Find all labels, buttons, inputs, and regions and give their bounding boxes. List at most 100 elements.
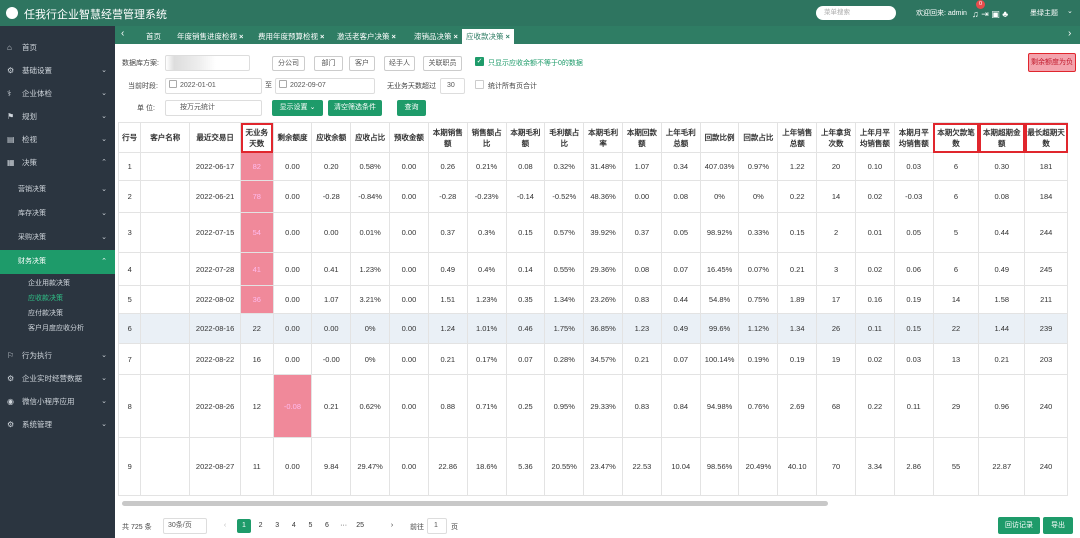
table-row[interactable]: 2 2022-06-21 78 0.00 -0.28 -0.84% 0.00 -0.28 -0.…	[118, 180, 1068, 213]
table-row[interactable]: 4 2022-07-28 41 0.00 0.41 1.23% 0.00 0.49 0.4% 0.…	[118, 252, 1068, 286]
negative-button[interactable]: 剩余额度为负	[1028, 53, 1076, 72]
column-header: 本期回款额	[622, 122, 662, 153]
query-button[interactable]: 查询	[397, 100, 426, 116]
submenu-item[interactable]: 财务决策 ⌃	[0, 250, 115, 274]
table-cell: -0.28	[311, 180, 352, 213]
table-row[interactable]: 1 2022-06-17 82 0.00 0.20 0.58% 0.00 0.26 0.21% 0…	[118, 152, 1068, 181]
tab-next[interactable]: ›	[1068, 28, 1072, 39]
page-number[interactable]: 4	[291, 522, 296, 529]
menu-item[interactable]: ◉ 微信小程序应用 ⌄	[0, 390, 115, 413]
table-cell: 0.06	[893, 252, 934, 286]
table-row[interactable]: 8 2022-08-26 12 -0.08 0.21 0.62% 0.00 0.88 0.71%…	[118, 374, 1068, 438]
column-header: 最长超期天数	[1024, 122, 1068, 153]
display-button[interactable]: 显示设置 ⌄	[272, 100, 323, 116]
page-number[interactable]: 5	[308, 522, 313, 529]
table-cell: 2022-07-15	[189, 212, 242, 253]
theme-switch[interactable]: 墨绿主题	[1030, 10, 1058, 17]
tab[interactable]: 首页	[142, 29, 165, 44]
date-from[interactable]: 2022-01-01	[165, 78, 262, 94]
submenu-leaf[interactable]: 应付款决策	[0, 306, 115, 321]
table-cell: 0.21	[622, 343, 662, 375]
tab-label: 应收款决策	[466, 32, 504, 41]
page-number[interactable]: 6	[325, 522, 329, 529]
table-cell: 184	[1024, 180, 1068, 213]
tab[interactable]: 激活老客户决策 ×	[333, 29, 400, 44]
table-cell: -0.14	[505, 180, 546, 213]
page-number[interactable]: 3	[275, 522, 280, 529]
page-number[interactable]: ···	[340, 522, 348, 529]
table-cell: 0.00	[272, 313, 313, 344]
unit-select[interactable]: 按万元统计	[165, 100, 262, 116]
next-page[interactable]: ›	[390, 522, 394, 529]
submenu-item[interactable]: 采购决策 ⌄	[0, 226, 115, 250]
idle-input[interactable]: 30	[440, 78, 465, 94]
submenu-item[interactable]: 库存决策 ⌄	[0, 202, 115, 226]
table-cell: 78	[240, 180, 274, 213]
table-cell: 0.22	[777, 180, 818, 213]
table-row[interactable]: 3 2022-07-15 54 0.00 0.00 0.01% 0.00 0.37 0.3% 0.…	[118, 212, 1068, 253]
total-count: 共 725 条	[122, 524, 152, 531]
tab[interactable]: 费用年度预算检视 ×	[254, 29, 328, 44]
table-cell: 0.10	[854, 152, 895, 181]
table-cell: 1.23%	[350, 252, 391, 286]
submenu-leaf[interactable]: 应收款决策	[0, 291, 115, 306]
menu-item[interactable]: ⚑ 规划 ⌄	[0, 105, 115, 128]
page-number[interactable]: 2	[258, 522, 263, 529]
menu-item[interactable]: ▦ 决策 ⌃	[0, 151, 115, 174]
submenu-item[interactable]: 营销决策 ⌄	[0, 178, 115, 202]
h-scrollbar	[122, 501, 828, 506]
menu-item[interactable]: ▤ 检视 ⌄	[0, 128, 115, 151]
tab[interactable]: 滞销品决策 ×	[410, 29, 462, 44]
menu-item[interactable]: ⚕ 企业体检 ⌄	[0, 82, 115, 105]
scope-button[interactable]: 部门	[314, 56, 343, 71]
table-cell: 0.25	[505, 374, 546, 438]
checkbox[interactable]	[475, 80, 484, 89]
tab-prev[interactable]: ‹	[121, 28, 125, 39]
menu-caret: ⌄	[101, 352, 107, 359]
prev-page[interactable]: ‹	[223, 522, 227, 529]
customer-name	[140, 374, 191, 438]
table-cell: 0.37	[622, 212, 662, 253]
table-cell: 29.47%	[350, 437, 391, 496]
menu-item[interactable]: ⚙ 企业实时经营数据 ⌄	[0, 367, 115, 390]
page-number[interactable]: 25	[356, 522, 365, 529]
tab[interactable]: 年度销售进度检视 ×	[173, 29, 247, 44]
table-row[interactable]: 6 2022-08-16 22 0.00 0.00 0% 0.00 1.24 1.01% 0.46…	[118, 313, 1068, 344]
table-row[interactable]: 9 2022-08-27 11 0.00 9.84 29.47% 0.00 22.86 18.6…	[118, 437, 1068, 496]
table-cell: 0.00	[272, 252, 313, 286]
table-row[interactable]: 5 2022-08-02 36 0.00 1.07 3.21% 0.00 1.51 1.23% 0…	[118, 285, 1068, 314]
submenu-leaf[interactable]: 客户月度应收分析	[0, 321, 115, 336]
table-cell: 0.00	[389, 285, 429, 314]
visit-log-button[interactable]: 回访记录	[998, 517, 1040, 534]
page-size[interactable]: 30条/页	[163, 518, 207, 534]
submenu-leaf[interactable]: 企业用款决策	[0, 276, 115, 291]
column-header: 销售额占比	[466, 122, 507, 153]
page-number[interactable]: 1	[237, 519, 251, 533]
scope-button[interactable]: 分公司	[272, 56, 305, 71]
table-cell: 94.98%	[699, 374, 740, 438]
table-row[interactable]: 7 2022-08-22 16 0.00 -0.00 0% 0.00 0.21 0.17% 0.0…	[118, 343, 1068, 375]
menu-search[interactable]: 菜单搜索	[816, 6, 896, 20]
icon-group[interactable]: ♫ ⇥ ▣ ♣	[972, 9, 1009, 19]
export-button[interactable]: 导出	[1043, 517, 1073, 534]
scope-button[interactable]: 关联职员	[423, 56, 462, 71]
table-cell: 0.15	[893, 313, 934, 344]
menu-item[interactable]: ⌂ 首页	[0, 36, 115, 59]
menu-item[interactable]: ⚐ 行为执行 ⌄	[0, 344, 115, 367]
column-header: 最近交易日	[189, 122, 242, 153]
date-to[interactable]: 2022-09-07	[275, 78, 375, 94]
goto-input[interactable]: 1	[427, 518, 447, 534]
menu-item[interactable]: ⚙ 系统管理 ⌄	[0, 413, 115, 436]
menu-label: 微信小程序应用	[22, 397, 75, 406]
scope-button[interactable]: 经手人	[384, 56, 415, 71]
tab[interactable]: 应收款决策 ×	[462, 29, 514, 44]
db-select[interactable]	[165, 55, 250, 71]
table-cell: 0.02	[854, 343, 895, 375]
checkbox-checked[interactable]: ✓	[475, 57, 484, 66]
scope-button[interactable]: 客户	[349, 56, 375, 71]
table-cell: -0.28	[427, 180, 468, 213]
menu-item[interactable]: ⚙ 基础设置 ⌄	[0, 59, 115, 82]
table-cell: 2	[118, 180, 142, 213]
clear-button[interactable]: 清空筛选条件	[328, 100, 382, 116]
table-cell: 16.45%	[699, 252, 740, 286]
